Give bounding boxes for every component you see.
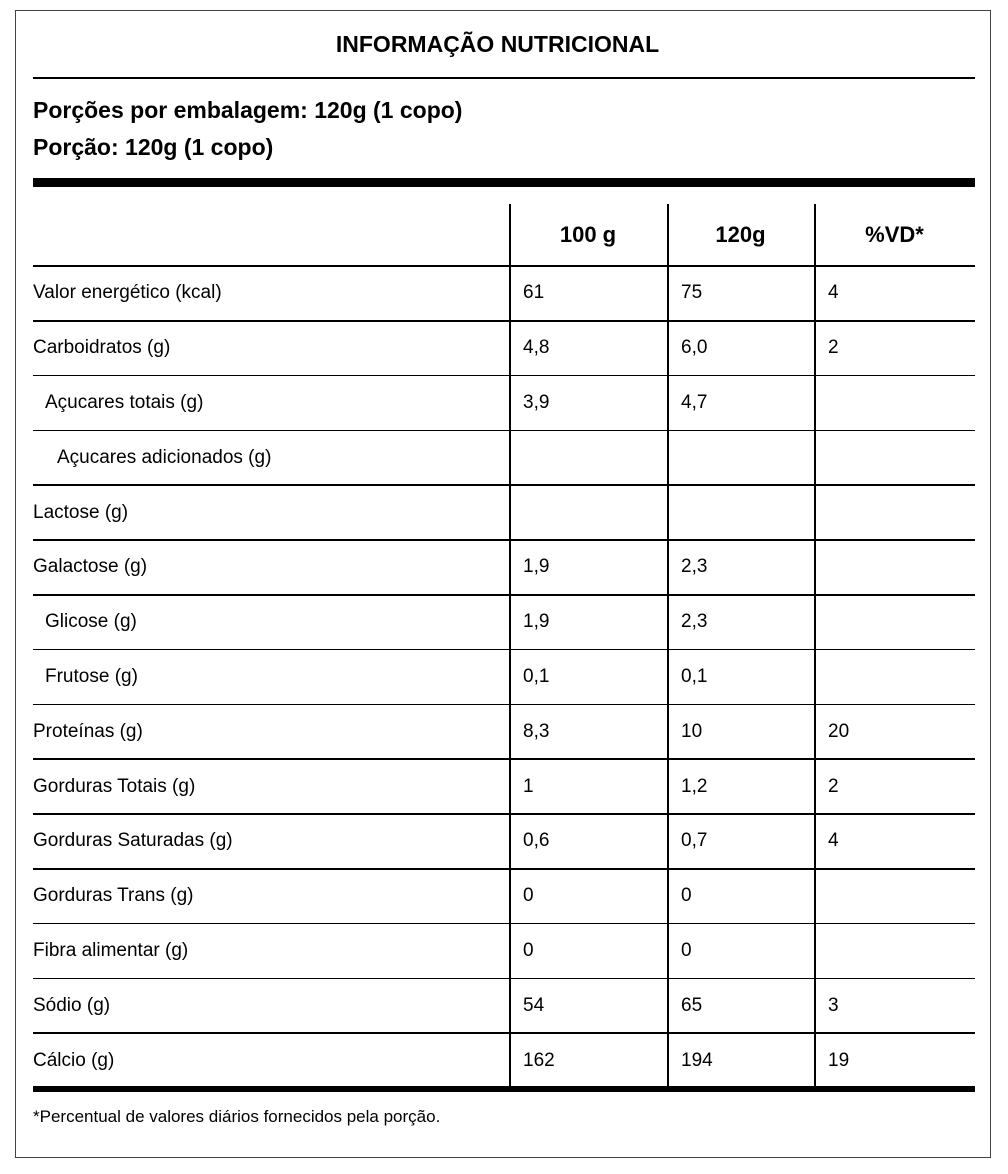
nutrient-value: 3,9 bbox=[523, 392, 550, 413]
nutrient-value: 1,9 bbox=[523, 556, 550, 578]
nutrient-value: 4,8 bbox=[523, 337, 550, 359]
nutrient-value: 4 bbox=[828, 830, 839, 852]
row-rule bbox=[33, 374, 975, 377]
nutrient-name: Fibra alimentar (g) bbox=[33, 940, 189, 961]
nutrient-name: Açucares adicionados (g) bbox=[57, 446, 272, 468]
nutrient-name: Valor energético (kcal) bbox=[33, 282, 222, 304]
nutrient-value: 2,3 bbox=[681, 556, 708, 578]
nutrient-value: 1 bbox=[523, 775, 534, 797]
row-rule bbox=[33, 429, 975, 432]
row-rule bbox=[33, 594, 975, 596]
nutrient-value: 0 bbox=[681, 885, 692, 907]
column-rule bbox=[509, 204, 511, 1088]
row-rule bbox=[33, 868, 975, 870]
nutrient-name: Gorduras Trans (g) bbox=[33, 885, 194, 907]
row-rule bbox=[33, 1032, 975, 1034]
row-rule bbox=[33, 484, 975, 486]
nutrient-value: 3 bbox=[828, 994, 839, 1016]
nutrient-name: Açucares totais (g) bbox=[45, 392, 204, 413]
nutrient-name: Glicose (g) bbox=[45, 611, 137, 633]
nutrient-value: 10 bbox=[681, 720, 703, 742]
nutrient-value: 0,1 bbox=[523, 666, 550, 687]
row-rule bbox=[33, 758, 975, 760]
nutrient-name: Carboidratos (g) bbox=[33, 337, 171, 359]
nutrient-value: 1,9 bbox=[523, 611, 550, 633]
nutrient-value: 65 bbox=[681, 994, 703, 1016]
title: INFORMAÇÃO NUTRICIONAL bbox=[335, 31, 660, 57]
nutrient-value: 4,7 bbox=[681, 392, 708, 413]
rule bbox=[33, 77, 975, 79]
footnote: *Percentual de valores diários fornecido… bbox=[33, 1107, 441, 1126]
nutrient-name: Frutose (g) bbox=[45, 666, 138, 687]
nutrient-value: 20 bbox=[828, 720, 850, 742]
nutrient-name: Galactose (g) bbox=[33, 556, 148, 578]
nutrient-value: 61 bbox=[523, 282, 545, 304]
row-rule bbox=[33, 703, 975, 706]
nutrient-value: 0 bbox=[523, 885, 534, 907]
nutrient-name: Proteínas (g) bbox=[33, 720, 143, 742]
row-rule bbox=[33, 320, 975, 322]
row-rule bbox=[33, 977, 975, 980]
thick-rule bbox=[33, 1086, 975, 1092]
nutrient-value: 2 bbox=[828, 775, 839, 797]
nutrient-value: 0,1 bbox=[681, 666, 708, 687]
nutrient-name: Cálcio (g) bbox=[33, 1049, 115, 1071]
nutrient-value: 1,2 bbox=[681, 775, 708, 797]
row-rule bbox=[33, 539, 975, 541]
nutrient-value: 8,3 bbox=[523, 720, 550, 742]
nutrient-name: Sódio (g) bbox=[33, 994, 111, 1016]
thick-rule bbox=[33, 178, 975, 187]
label-frame bbox=[15, 10, 991, 1158]
nutrient-value: 75 bbox=[681, 282, 703, 304]
serving-size: Porção: 120g (1 copo) bbox=[33, 134, 274, 160]
nutrient-value: 2 bbox=[828, 337, 839, 359]
column-header: %VD* bbox=[865, 222, 924, 247]
row-rule bbox=[33, 265, 975, 267]
nutrient-value: 54 bbox=[523, 994, 545, 1016]
row-rule bbox=[33, 648, 975, 651]
nutrient-value: 6,0 bbox=[681, 337, 708, 359]
nutrient-name: Gorduras Saturadas (g) bbox=[33, 830, 233, 852]
servings-per-package: Porções por embalagem: 120g (1 copo) bbox=[33, 97, 463, 123]
nutrient-value: 194 bbox=[681, 1049, 713, 1071]
column-rule bbox=[814, 204, 816, 1088]
column-header: 100 g bbox=[559, 222, 617, 247]
nutrient-value: 4 bbox=[828, 282, 839, 304]
nutrient-value: 19 bbox=[828, 1049, 850, 1071]
nutrient-name: Lactose (g) bbox=[33, 501, 129, 523]
nutrient-value: 2,3 bbox=[681, 611, 708, 633]
nutrient-value: 0,7 bbox=[681, 830, 708, 852]
row-rule bbox=[33, 813, 975, 815]
nutrient-value: 162 bbox=[523, 1049, 555, 1071]
nutrient-value: 0,6 bbox=[523, 830, 550, 852]
row-rule bbox=[33, 922, 975, 925]
nutrient-value: 0 bbox=[523, 940, 534, 961]
column-header: 120g bbox=[715, 222, 766, 247]
nutrient-name: Gorduras Totais (g) bbox=[33, 775, 196, 797]
column-rule bbox=[667, 204, 669, 1088]
nutrient-value: 0 bbox=[681, 940, 692, 961]
